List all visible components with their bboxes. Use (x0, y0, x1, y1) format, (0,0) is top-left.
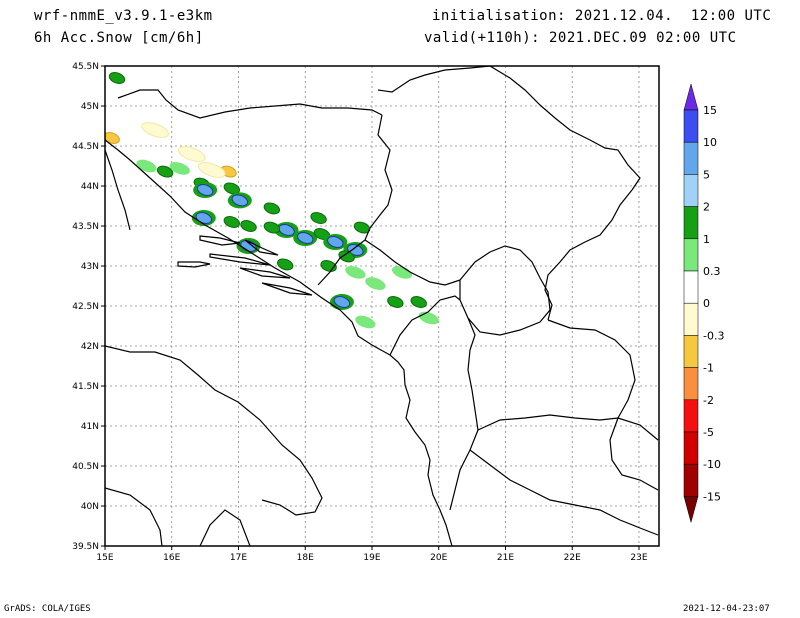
initialisation-time: initialisation: 2021.12.04. 12:00 UTC (432, 8, 772, 24)
lat-label: 45N (81, 102, 99, 112)
legend-swatch (683, 270, 699, 304)
legend-label: 5 (703, 168, 710, 181)
lat-label: 43.5N (72, 222, 99, 232)
lon-label: 17E (230, 553, 247, 563)
snow-patch (333, 296, 351, 308)
snow-patch (223, 216, 241, 228)
snow-patch (338, 250, 355, 263)
legend-label: -2 (703, 394, 714, 407)
snow-patch (387, 296, 404, 308)
snow-patch (418, 311, 439, 325)
legend-top-arrow (683, 83, 699, 111)
lon-label: 23E (630, 553, 647, 563)
lon-label: 21E (497, 553, 514, 563)
legend-swatch (683, 174, 699, 207)
legend-swatch (683, 399, 699, 433)
legend-label: -1 (703, 362, 714, 375)
snow-field (105, 72, 439, 329)
legend-swatch (683, 367, 699, 401)
legend-label: 15 (703, 104, 717, 117)
lon-label: 20E (430, 553, 447, 563)
snow-patch (177, 146, 206, 162)
lon-label: 16E (163, 553, 180, 563)
model-title: wrf-nmmE_v3.9.1-e3km (34, 8, 213, 24)
snow-patch (136, 159, 157, 173)
snow-patch (231, 194, 249, 207)
legend-swatch (683, 463, 699, 497)
legend-label: -15 (703, 490, 721, 503)
timestamp-text: 2021-12-04-23:07 (683, 604, 770, 614)
lat-label: 45.5N (72, 62, 99, 72)
lon-label: 18E (297, 553, 314, 563)
legend-swatch (683, 141, 699, 175)
snow-patch (327, 236, 344, 248)
snow-patch (156, 165, 174, 178)
lat-label: 42.5N (72, 302, 99, 312)
legend-swatch (683, 431, 699, 465)
legend-label: 2 (703, 201, 710, 214)
axis-labels: 15E 16E 17E 18E 19E 20E 21E 22E 23E 39.5N 40N 40.5N… (72, 62, 648, 563)
color-legend: 15 10 5 2 1 0.3 0 -0.3 -1 -2 -5 -10 -15 (683, 83, 724, 524)
legend-bottom-arrow (683, 496, 699, 524)
lon-label: 22E (564, 553, 581, 563)
legend-label: -5 (703, 426, 714, 439)
valid-time: valid(+110h): 2021.DEC.09 02:00 UTC (424, 30, 737, 46)
snow-patch (365, 277, 386, 290)
legend-swatch (683, 238, 699, 272)
legend-swatch (683, 206, 699, 240)
snow-patch (105, 132, 120, 144)
snow-patch (223, 182, 241, 195)
snow-patch (240, 220, 257, 232)
snow-patch (277, 258, 294, 271)
lat-label: 40N (81, 502, 99, 512)
snow-patch (310, 212, 327, 224)
snow-patch (196, 184, 214, 196)
lon-label: 15E (96, 553, 113, 563)
snow-patch (141, 122, 169, 138)
coastlines-borders (105, 66, 659, 546)
variable-title: 6h Acc.Snow [cm/6h] (34, 30, 204, 46)
credit-text: GrADS: COLA/IGES (4, 604, 91, 614)
snow-patch (347, 244, 364, 256)
lat-label: 40.5N (72, 462, 99, 472)
snow-patch (410, 296, 427, 308)
legend-swatch (683, 109, 699, 143)
legend-label: -10 (703, 458, 721, 471)
lat-label: 44N (81, 182, 99, 192)
lat-label: 42N (81, 342, 99, 352)
snow-patch (197, 162, 226, 178)
snow-patch (263, 221, 281, 234)
snow-patch (169, 162, 190, 175)
lat-label: 44.5N (72, 142, 99, 152)
map-gridlines (105, 66, 659, 546)
lat-label: 41N (81, 422, 99, 432)
lat-label: 39.5N (72, 542, 99, 552)
legend-label: 1 (703, 233, 710, 246)
snow-patch (345, 266, 366, 279)
snow-patch (355, 315, 376, 329)
snow-patch (108, 72, 126, 84)
legend-label: 0.3 (703, 265, 721, 278)
snow-patch (297, 232, 314, 244)
legend-label: -0.3 (703, 329, 724, 342)
lat-label: 43N (81, 262, 99, 272)
legend-swatch (683, 302, 699, 336)
legend-swatch (683, 335, 699, 368)
legend-label: 10 (703, 136, 717, 149)
snow-patch (263, 202, 281, 215)
lon-label: 19E (363, 553, 380, 563)
lat-label: 41.5N (72, 382, 99, 392)
legend-label: 0 (703, 297, 710, 310)
